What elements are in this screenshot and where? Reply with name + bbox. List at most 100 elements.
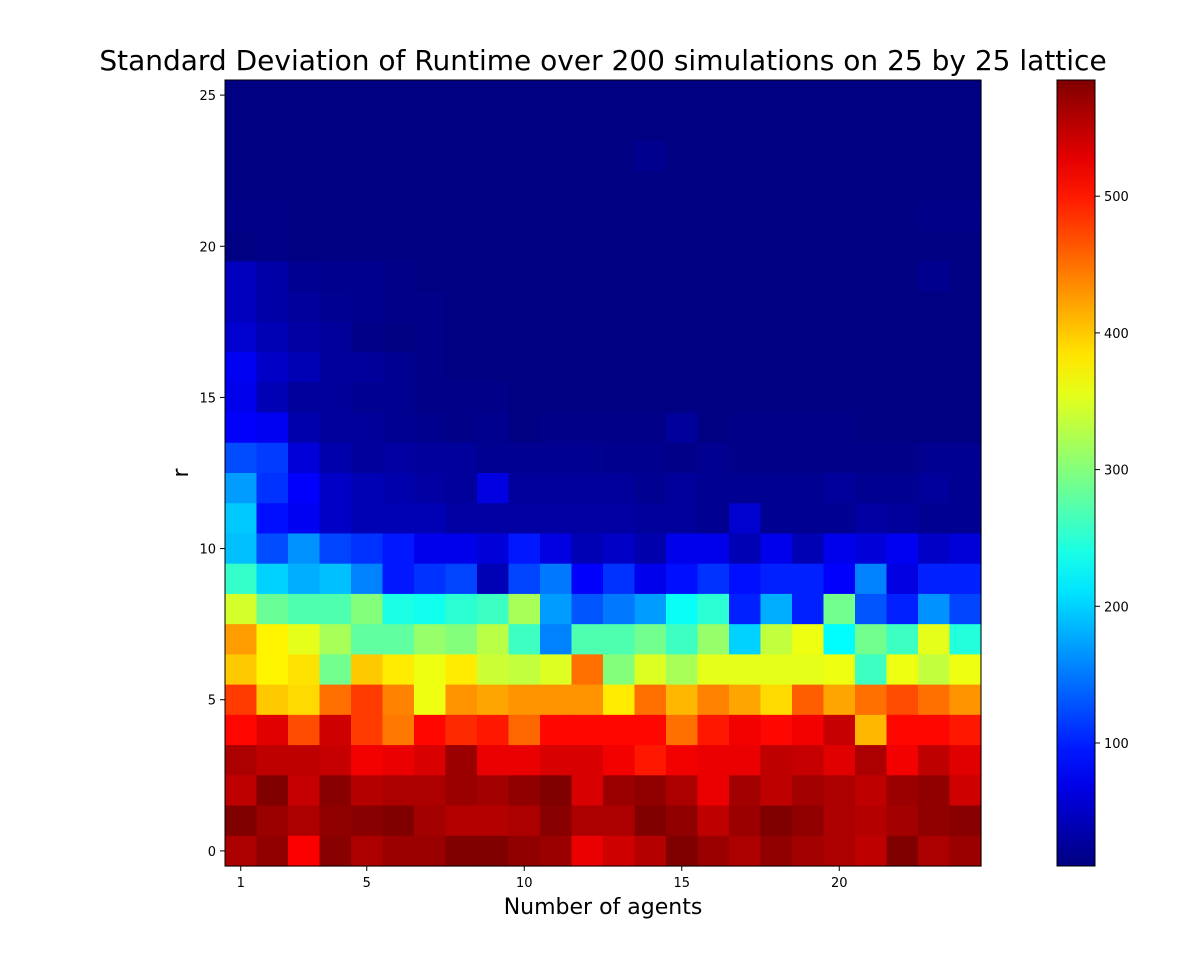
heatmap-cell <box>540 412 573 444</box>
heatmap-cell <box>225 442 258 474</box>
heatmap-cell <box>256 563 289 595</box>
heatmap-cell <box>351 321 384 353</box>
heatmap-cell <box>949 80 982 111</box>
heatmap-cell <box>666 261 699 293</box>
heatmap-cell <box>855 805 888 837</box>
heatmap-cell <box>792 775 825 807</box>
heatmap-cell <box>414 321 447 353</box>
heatmap-cell <box>414 110 447 142</box>
heatmap-cell <box>445 835 478 867</box>
heatmap-cell <box>792 714 825 746</box>
heatmap-cell <box>666 231 699 262</box>
heatmap-cell <box>288 775 321 807</box>
heatmap-cell <box>792 140 825 172</box>
heatmap-cell <box>760 593 793 625</box>
heatmap-cell <box>918 745 951 776</box>
heatmap-cell <box>288 382 321 414</box>
heatmap-cell <box>225 503 258 535</box>
heatmap-cell <box>351 473 384 504</box>
heatmap-cell <box>319 412 352 444</box>
heatmap-cell <box>603 624 636 655</box>
heatmap-cell <box>571 805 604 837</box>
heatmap-cell <box>855 140 888 172</box>
heatmap-cell <box>414 684 447 716</box>
heatmap-cell <box>855 170 888 202</box>
heatmap-cell <box>319 382 352 414</box>
heatmap-cell <box>508 291 541 323</box>
heatmap-cell <box>414 533 447 565</box>
heatmap-cell <box>886 805 919 837</box>
heatmap-cell <box>792 684 825 716</box>
heatmap-cell <box>256 835 289 867</box>
heatmap-cell <box>351 654 384 686</box>
heatmap-cell <box>603 714 636 746</box>
heatmap-cell <box>792 805 825 837</box>
heatmap-cell <box>382 745 415 776</box>
heatmap-cell <box>603 805 636 837</box>
heatmap-cell <box>288 291 321 323</box>
heatmap-cell <box>792 80 825 111</box>
heatmap-cell <box>540 261 573 293</box>
heatmap-cell <box>319 442 352 474</box>
heatmap-cell <box>319 231 352 262</box>
heatmap-cell <box>508 321 541 353</box>
heatmap-cell <box>949 563 982 595</box>
heatmap-cell <box>445 654 478 686</box>
heatmap-cell <box>823 261 856 293</box>
heatmap-cell <box>760 775 793 807</box>
heatmap-cell <box>855 261 888 293</box>
heatmap-cell <box>918 684 951 716</box>
heatmap-cell <box>414 503 447 535</box>
heatmap-cell <box>886 321 919 353</box>
heatmap-cell <box>477 533 510 565</box>
heatmap-cell <box>288 412 321 444</box>
heatmap-cell <box>351 503 384 535</box>
heatmap-cell <box>886 352 919 383</box>
heatmap-cell <box>886 745 919 776</box>
heatmap-cell <box>351 140 384 172</box>
heatmap-cell <box>634 170 667 202</box>
heatmap-cell <box>445 140 478 172</box>
heatmap-cell <box>603 170 636 202</box>
heatmap-cell <box>918 140 951 172</box>
y-tick-label: 5 <box>208 694 216 709</box>
heatmap-cell <box>571 291 604 323</box>
heatmap-cell <box>225 321 258 353</box>
heatmap-cell <box>918 80 951 111</box>
heatmap-cell <box>666 291 699 323</box>
heatmap-cell <box>729 714 762 746</box>
heatmap-cell <box>477 503 510 535</box>
heatmap-cell <box>949 200 982 232</box>
heatmap-cell <box>792 352 825 383</box>
heatmap-cell <box>288 473 321 504</box>
heatmap-cell <box>918 835 951 867</box>
heatmap-cell <box>225 473 258 504</box>
heatmap-cell <box>603 261 636 293</box>
heatmap-cell <box>382 170 415 202</box>
heatmap-cell <box>760 110 793 142</box>
heatmap-cell <box>918 593 951 625</box>
heatmap-cell <box>414 835 447 867</box>
heatmap-cell <box>288 835 321 867</box>
heatmap-cell <box>918 563 951 595</box>
heatmap-cell <box>634 140 667 172</box>
heatmap-cell <box>634 563 667 595</box>
heatmap-cell <box>823 352 856 383</box>
heatmap-cell <box>729 745 762 776</box>
colorbar-tick-label: 200 <box>1104 600 1129 615</box>
heatmap-cell <box>571 684 604 716</box>
heatmap-cell <box>949 805 982 837</box>
heatmap-cell <box>414 593 447 625</box>
heatmap-cell <box>949 593 982 625</box>
heatmap-cell <box>855 593 888 625</box>
heatmap-cell <box>697 745 730 776</box>
heatmap-cell <box>477 442 510 474</box>
heatmap-cell <box>855 412 888 444</box>
heatmap-cell <box>949 654 982 686</box>
heatmap-cell <box>603 382 636 414</box>
heatmap-cell <box>697 412 730 444</box>
heatmap-cell <box>886 835 919 867</box>
heatmap-cell <box>256 442 289 474</box>
heatmap-cell <box>823 593 856 625</box>
heatmap-cell <box>571 140 604 172</box>
